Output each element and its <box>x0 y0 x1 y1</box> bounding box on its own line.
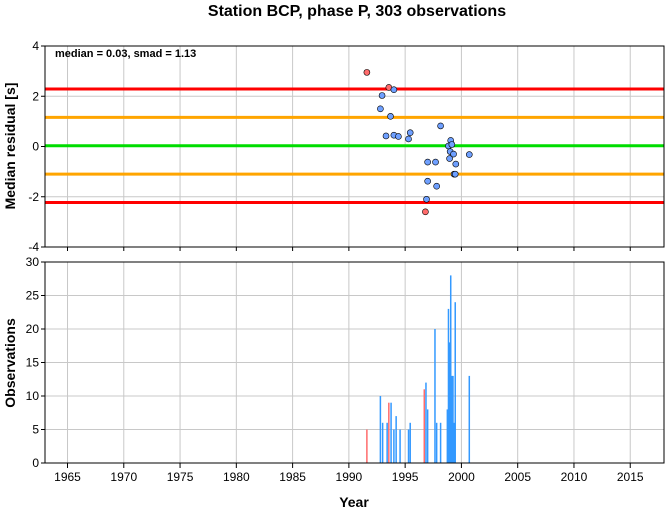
x-tick-label: 2000 <box>448 470 475 484</box>
observation-bar <box>381 422 384 463</box>
x-tick-label: 1975 <box>167 470 194 484</box>
data-point <box>387 113 394 120</box>
observation-bar <box>423 389 426 463</box>
y-tick-label: -4 <box>28 240 39 254</box>
data-point <box>451 170 459 178</box>
observation-bar <box>395 416 397 463</box>
data-point <box>378 92 386 99</box>
y-tick-label: 30 <box>26 255 40 269</box>
data-point <box>448 141 456 148</box>
y-tick-label: 4 <box>32 39 39 53</box>
data-point <box>432 158 439 166</box>
data-point <box>405 135 412 143</box>
observation-bar <box>409 422 411 463</box>
x-tick-label: 2005 <box>504 470 531 484</box>
data-point <box>446 155 453 162</box>
observation-bar <box>448 342 451 463</box>
observation-bar <box>426 409 429 463</box>
observation-bar <box>407 429 410 463</box>
x-tick-label: 1970 <box>110 470 137 484</box>
data-point <box>395 133 402 140</box>
y-tick-label: 0 <box>32 456 39 470</box>
data-point <box>406 129 414 136</box>
data-point <box>390 86 398 94</box>
data-point <box>423 195 430 203</box>
x-tick-label: 1985 <box>279 470 306 484</box>
x-axis-label: Year <box>339 494 369 510</box>
observation-bar <box>451 375 453 463</box>
observation-bar <box>434 329 436 463</box>
data-point <box>424 158 431 166</box>
data-point <box>437 122 444 130</box>
data-point <box>450 150 457 158</box>
observation-bar <box>399 429 401 463</box>
observation-bar <box>425 382 427 463</box>
observation-bar <box>388 402 390 463</box>
residual-panel: -4 -2 0 2 4 median = 0.03, smad = 1.13 Media… <box>2 39 665 254</box>
observation-bar <box>454 302 456 463</box>
y-tick-label: -2 <box>28 190 39 204</box>
stats-annotation: median = 0.03, smad = 1.13 <box>55 48 196 60</box>
x-tick-label: 1965 <box>54 470 81 484</box>
observation-bar <box>393 429 395 463</box>
y-tick-label: 15 <box>26 356 40 370</box>
observation-bar <box>366 429 368 463</box>
data-point <box>433 182 440 190</box>
x-tick-label: 1995 <box>392 470 419 484</box>
observations-y-axis-label: Observations <box>2 318 18 408</box>
observation-bar <box>453 422 455 463</box>
y-tick-label: 0 <box>32 140 39 154</box>
y-tick-label: 10 <box>26 389 40 403</box>
observation-bar <box>447 308 450 463</box>
observation-bar <box>379 396 382 463</box>
data-point <box>465 151 473 158</box>
data-point <box>424 177 431 185</box>
observations-panel: 0 5 10 15 20 25 30 1965 1970 1975 1980 1985 1990 1995… <box>2 255 665 510</box>
observation-bar <box>446 409 449 463</box>
data-point <box>382 132 390 140</box>
x-tick-label: 2010 <box>561 470 588 484</box>
x-tick-label: 1980 <box>223 470 250 484</box>
observation-bar <box>449 275 452 463</box>
y-tick-label: 25 <box>26 289 40 303</box>
observation-bar <box>390 402 392 463</box>
y-tick-label: 2 <box>32 89 39 103</box>
observation-bar <box>439 422 442 463</box>
data-point <box>452 160 460 168</box>
x-tick-label: 1990 <box>336 470 363 484</box>
chart-title: Station BCP, phase P, 303 observations <box>208 3 506 20</box>
y-tick-label: 5 <box>32 423 39 437</box>
data-point <box>363 69 371 76</box>
data-point <box>422 208 429 216</box>
x-tick-label: 2015 <box>617 470 644 484</box>
data-point <box>377 105 384 113</box>
residual-y-axis-label: Median residual [s] <box>2 83 18 210</box>
y-tick-label: 20 <box>26 322 40 336</box>
observation-bar <box>452 375 454 463</box>
observation-bar <box>468 375 471 463</box>
observation-bar <box>435 422 438 463</box>
observation-bar <box>386 422 388 463</box>
